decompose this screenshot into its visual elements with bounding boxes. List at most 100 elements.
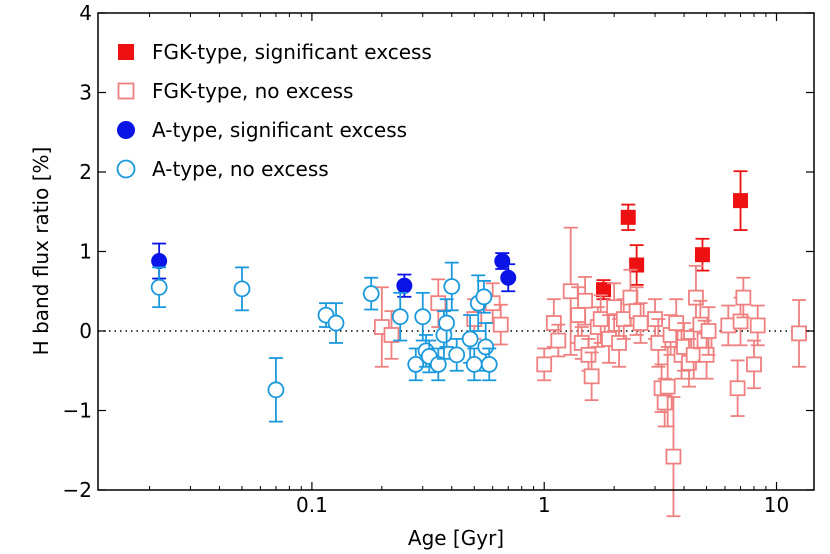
legend-item: FGK-type, no excess xyxy=(117,79,353,103)
marker xyxy=(615,311,632,327)
marker xyxy=(480,355,498,373)
data-point xyxy=(396,273,413,298)
marker xyxy=(746,356,762,373)
data-point xyxy=(429,347,447,382)
data-point xyxy=(150,266,168,309)
data-point xyxy=(746,339,762,390)
legend-item: A-type, significant excess xyxy=(117,118,407,142)
data-point xyxy=(267,357,285,423)
y-tick-label: −2 xyxy=(63,478,92,502)
marker xyxy=(150,278,168,296)
data-point xyxy=(438,298,455,348)
x-tick-label: 1 xyxy=(538,493,551,517)
marker xyxy=(327,314,345,332)
data-point xyxy=(700,306,717,356)
data-point xyxy=(733,170,749,231)
marker xyxy=(732,313,749,330)
y-axis-label: H band flux ratio [%] xyxy=(29,147,53,356)
marker xyxy=(477,338,495,356)
marker xyxy=(407,355,425,373)
data-point xyxy=(659,345,676,428)
marker xyxy=(414,308,432,326)
marker xyxy=(749,317,766,334)
data-point xyxy=(577,276,594,326)
legend-label: A-type, significant excess xyxy=(152,118,407,142)
marker xyxy=(665,448,682,465)
data-point xyxy=(583,351,600,402)
marker xyxy=(580,346,597,363)
legend: FGK-type, significant excess FGK-type, no… xyxy=(116,40,432,181)
y-tick-label: −1 xyxy=(63,399,92,423)
series-3 xyxy=(151,242,517,298)
data-point xyxy=(233,266,251,312)
marker xyxy=(267,381,285,399)
marker xyxy=(659,378,676,395)
y-tick-label: 0 xyxy=(79,319,92,343)
data-point xyxy=(391,291,409,342)
marker xyxy=(362,285,380,303)
data-point xyxy=(480,347,498,382)
marker xyxy=(791,325,807,342)
legend-label: FGK-type, no excess xyxy=(152,79,353,103)
data-point xyxy=(632,302,649,344)
marker xyxy=(545,315,562,331)
marker xyxy=(733,193,749,209)
data-points xyxy=(150,170,807,518)
legend-marker xyxy=(116,159,136,179)
data-point xyxy=(448,338,466,372)
axis-ticks: −2 −1 0 1 2 3 4 0.1 1 10 xyxy=(63,1,814,517)
marker xyxy=(562,283,579,300)
marker xyxy=(475,288,493,306)
legend-label: FGK-type, significant excess xyxy=(152,40,432,64)
marker xyxy=(577,292,594,309)
data-point xyxy=(536,347,553,382)
data-point xyxy=(362,276,380,311)
data-point xyxy=(629,244,645,286)
data-point xyxy=(550,323,567,358)
marker xyxy=(583,368,600,385)
marker xyxy=(465,355,483,373)
marker xyxy=(429,355,447,373)
marker xyxy=(632,315,649,331)
data-point xyxy=(729,359,746,417)
series-4 xyxy=(150,261,498,423)
data-point xyxy=(443,261,461,312)
marker xyxy=(620,209,636,225)
data-point xyxy=(465,347,483,382)
marker xyxy=(448,346,466,364)
data-point xyxy=(791,299,807,368)
data-point xyxy=(492,303,509,346)
legend-item: FGK-type, significant excess xyxy=(118,40,432,64)
data-point xyxy=(475,280,493,314)
marker xyxy=(570,307,587,324)
marker xyxy=(729,380,746,397)
data-point xyxy=(606,282,623,332)
x-axis-label: Age [Gyr] xyxy=(408,526,504,550)
data-point xyxy=(749,304,766,347)
legend-marker xyxy=(117,82,135,100)
series-2 xyxy=(373,226,807,518)
y-tick-label: 2 xyxy=(79,160,92,184)
legend-marker xyxy=(118,44,134,60)
data-point xyxy=(494,252,511,270)
marker xyxy=(536,356,553,373)
data-point xyxy=(665,396,682,518)
marker xyxy=(500,269,517,286)
data-point xyxy=(407,347,425,382)
marker xyxy=(694,247,710,263)
marker xyxy=(492,316,509,333)
data-point xyxy=(500,263,517,293)
marker xyxy=(550,332,567,349)
data-point xyxy=(327,302,345,344)
data-point xyxy=(545,298,562,348)
series-1 xyxy=(596,170,749,301)
marker xyxy=(438,314,455,332)
marker xyxy=(391,308,409,326)
marker xyxy=(606,299,623,316)
marker xyxy=(430,295,447,312)
marker xyxy=(735,289,752,306)
marker xyxy=(700,323,717,339)
data-point xyxy=(620,203,636,231)
data-point xyxy=(735,276,752,319)
